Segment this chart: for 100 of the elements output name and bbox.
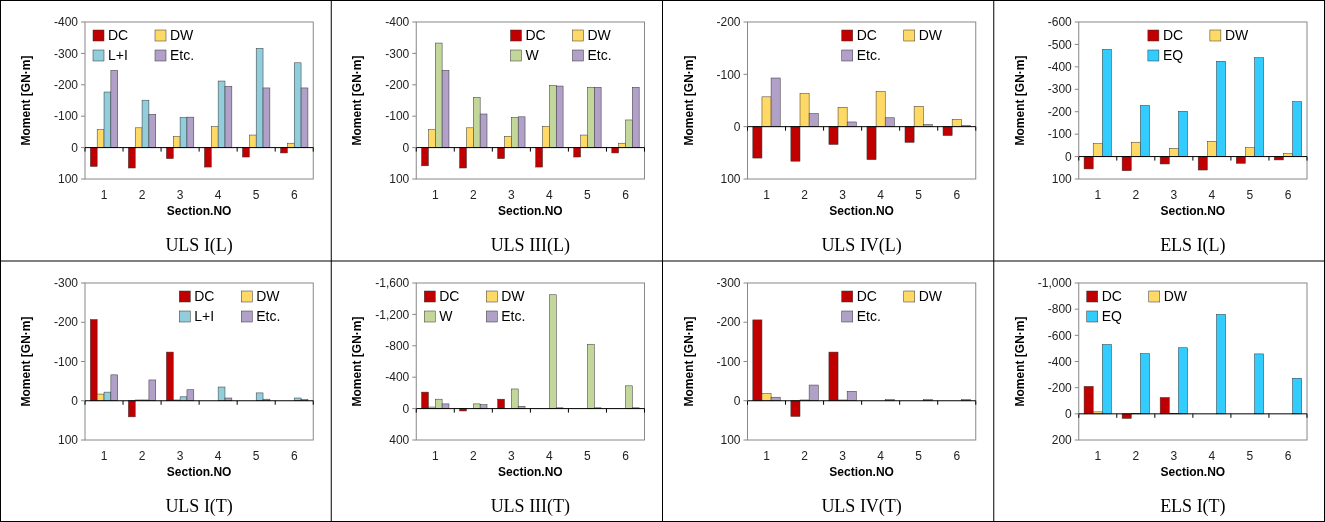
y-tick-label: -400 [53,15,79,30]
legend-label: DW [1224,27,1249,43]
x-tick-label: 2 [138,188,146,202]
text: ELS I(T) [1160,496,1226,517]
y-tick-label: 100 [57,433,79,448]
x-tick-label: 3 [1170,449,1178,463]
y-tick-label: 0 [71,140,79,155]
y-axis-title: Moment [GN·m] [1012,316,1027,407]
text: ULS III(L) [490,235,571,256]
x-tick-label: 3 [508,188,516,202]
legend-label: DC [1101,288,1122,304]
legend-label: DC [439,288,460,304]
x-tick-label: 4 [546,449,554,463]
y-tick-label: -200 [716,15,741,30]
text: ULS I(T) [165,496,233,517]
y-tick-label: -300 [53,46,79,61]
y-tick-label: -400 [385,370,410,385]
y-tick-label: 0 [1065,407,1073,422]
x-tick-label: 1 [431,449,439,463]
x-tick-label: 2 [469,449,477,463]
y-tick-label: -300 [385,46,410,61]
x-axis-title: Section.NO [829,204,894,218]
x-axis-title: Section.NO [1160,204,1226,218]
text: ELS I(L) [1160,235,1226,256]
y-tick-label: -300 [716,276,741,291]
y-axis-title: Moment [GN·m] [681,316,696,407]
text: ULS IV(T) [821,496,902,517]
x-tick-label: 2 [801,188,809,202]
x-tick-label: 6 [953,188,961,202]
x-tick-label: 4 [546,188,554,202]
x-axis-title: Section.NO [829,465,894,479]
y-tick-label: 0 [733,393,741,408]
x-tick-label: 6 [1284,188,1292,202]
x-tick-label: 1 [763,449,771,463]
y-tick-label: 0 [733,119,741,134]
x-tick-label: 1 [1094,188,1102,202]
y-tick-label: -1,200 [375,307,410,322]
x-tick-label: 3 [508,449,516,463]
y-tick-label: -100 [53,354,79,369]
y-axis-title: Moment [GN·m] [19,55,33,146]
y-tick-label: -200 [53,78,79,92]
x-tick-label: 1 [763,188,771,202]
legend-label: DC [108,27,129,43]
y-axis-title: Moment [GN·m] [350,55,365,146]
x-axis-title: Section.NO [1160,465,1226,479]
x-tick-label: 2 [138,449,146,463]
y-tick-label: -200 [1047,380,1073,395]
legend-label: DC [525,27,546,43]
x-axis-title: Section.NO [166,465,232,479]
legend-label: DW [1163,288,1188,304]
x-tick-label: 1 [100,449,108,463]
x-tick-label: 4 [877,449,885,463]
x-tick-label: 5 [584,449,592,463]
legend-label: Etc. [256,308,281,324]
y-tick-label: 100 [389,172,410,187]
text: ULS IV(L) [821,235,902,256]
legend-label: DC [194,288,215,304]
legend-label: Etc. [170,47,195,63]
y-axis-title: Moment [GN·m] [681,55,696,146]
legend-label: DW [918,288,943,304]
x-tick-label: 2 [1132,188,1140,202]
x-tick-label: 4 [877,188,885,202]
x-axis-title: Section.NO [498,465,563,479]
y-tick-label: -200 [716,315,741,330]
x-tick-label: 6 [1284,449,1292,463]
legend-label: Etc. [587,47,612,63]
y-tick-label: 400 [389,433,410,448]
x-tick-label: 2 [1132,449,1140,463]
y-tick-label: -800 [1047,302,1073,317]
y-tick-label: -800 [385,339,410,353]
x-tick-label: 5 [1246,449,1254,463]
x-tick-label: 3 [176,188,184,202]
y-tick-label: 100 [57,172,79,187]
legend-label: DW [918,27,943,43]
y-axis-title: Moment [GN·m] [1012,55,1027,146]
y-tick-label: -100 [53,109,79,124]
y-tick-label: -300 [1047,82,1073,97]
y-tick-label: -400 [1047,354,1073,369]
x-tick-label: 5 [1246,188,1254,202]
y-tick-label: 0 [1065,149,1073,164]
y-tick-label: -100 [1047,127,1073,142]
x-tick-label: 2 [469,188,477,202]
legend-label: W [439,308,454,324]
y-tick-label: 100 [720,433,741,448]
y-tick-label: -1,000 [1037,276,1073,291]
x-tick-label: 4 [214,449,222,463]
x-tick-label: 5 [915,449,923,463]
legend-label: DC [856,288,877,304]
legend-label: Etc. [856,47,881,63]
legend-label: EQ [1162,47,1184,63]
y-axis-title: Moment [GN·m] [19,316,33,407]
y-tick-label: 0 [402,401,410,416]
legend-label: L+I [108,47,128,63]
legend-label: DW [587,27,612,43]
x-tick-label: 5 [252,188,260,202]
text: ULS I(L) [165,235,233,256]
x-tick-label: 3 [839,449,847,463]
legend-label: DW [170,27,195,43]
y-tick-label: 200 [1051,433,1073,448]
x-tick-label: 3 [1170,188,1178,202]
